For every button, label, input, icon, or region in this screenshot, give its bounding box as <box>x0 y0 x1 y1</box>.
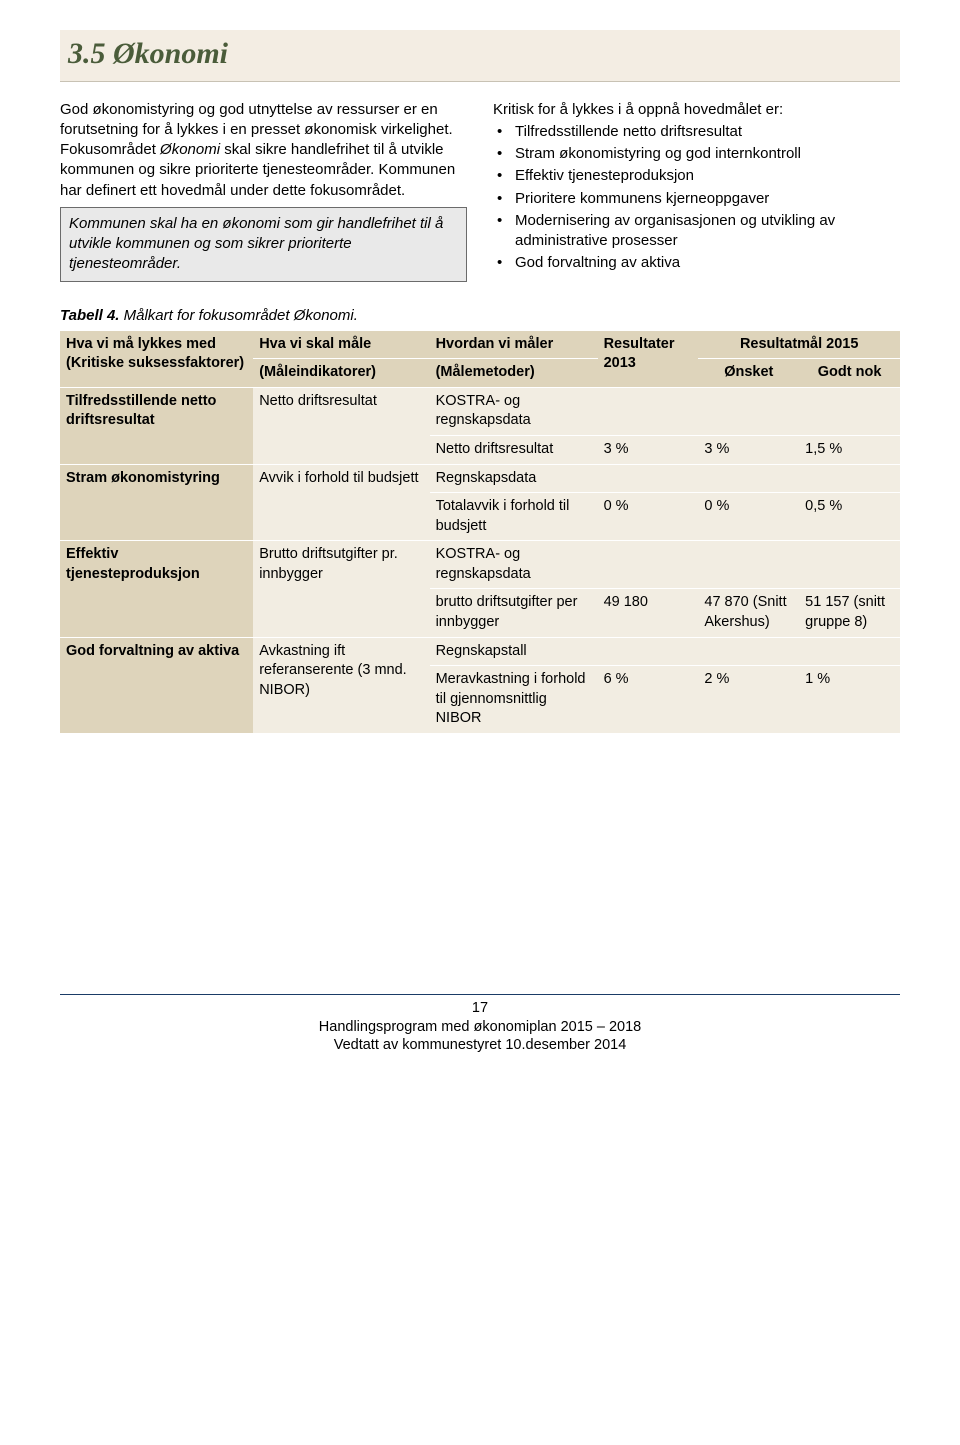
method-cell: Regnskapsdata <box>430 464 598 493</box>
value-cell <box>598 387 699 435</box>
table-header-row: Hva vi må lykkes med (Kritiske suksessfa… <box>60 330 900 359</box>
critical-intro: Kritisk for å lykkes i å oppnå hovedmåle… <box>493 100 900 120</box>
value-cell: 1,5 % <box>799 436 900 465</box>
method-cell: KOSTRA- og regnskapsdata <box>430 387 598 435</box>
list-item: Effektiv tjenesteproduksjon <box>515 166 900 186</box>
col-header-indicator-1: Hva vi skal måle <box>253 330 429 359</box>
list-item: Modernisering av organisasjonen og utvik… <box>515 211 900 252</box>
intro-paragraph: God økonomistyring og god utnyttelse av … <box>60 100 467 201</box>
page-footer: 17 Handlingsprogram med økonomiplan 2015… <box>60 999 900 1056</box>
footer-divider <box>60 994 900 995</box>
list-item: Stram økonomistyring og god internkontro… <box>515 144 900 164</box>
intro-columns: God økonomistyring og god utnyttelse av … <box>60 100 900 282</box>
col-header-results: Resultater 2013 <box>598 330 699 387</box>
value-cell: 2 % <box>698 666 799 734</box>
indicator-cell: Netto driftsresultat <box>253 387 429 464</box>
value-cell: 49 180 <box>598 589 699 637</box>
col-header-method-1: Hvordan vi måler <box>430 330 598 359</box>
footer-line-2: Vedtatt av kommunestyret 10.desember 201… <box>60 1036 900 1055</box>
col-header-factor: Hva vi må lykkes med (Kritiske suksessfa… <box>60 330 253 387</box>
value-cell <box>698 387 799 435</box>
critical-factors-list: Tilfredsstillende netto driftsresultat S… <box>493 122 900 274</box>
value-cell <box>698 541 799 589</box>
caption-text: Målkart for fokusområdet Økonomi. <box>124 307 358 324</box>
value-cell <box>799 541 900 589</box>
value-cell <box>799 464 900 493</box>
method-cell: Regnskapstall <box>430 637 598 666</box>
indicator-cell: Avvik i forhold til budsjett <box>253 464 429 541</box>
value-cell: 3 % <box>698 436 799 465</box>
value-cell: 0 % <box>698 493 799 541</box>
method-cell: KOSTRA- og regnskapsdata <box>430 541 598 589</box>
method-cell: Totalavvik i forhold til budsjett <box>430 493 598 541</box>
factor-cell: God forvaltning av aktiva <box>60 637 253 733</box>
factor-cell: Stram økonomistyring <box>60 464 253 541</box>
value-cell: 51 157 (snitt gruppe 8) <box>799 589 900 637</box>
value-cell: 47 870 (Snitt Akershus) <box>698 589 799 637</box>
value-cell <box>598 637 699 666</box>
factor-cell: Effektiv tjenesteproduksjon <box>60 541 253 637</box>
indicator-cell: Avkastning ift referanserente (3 mnd. NI… <box>253 637 429 733</box>
list-item: Tilfredsstillende netto driftsresultat <box>515 122 900 142</box>
col-header-indicator-2: (Måleindikatorer) <box>253 359 429 388</box>
emphasised-term: Økonomi <box>160 141 220 158</box>
value-cell <box>598 464 699 493</box>
footer-line-1: Handlingsprogram med økonomiplan 2015 – … <box>60 1018 900 1037</box>
factor-cell: Tilfredsstillende netto driftsresultat <box>60 387 253 464</box>
value-cell <box>698 464 799 493</box>
value-cell <box>799 637 900 666</box>
value-cell: 0,5 % <box>799 493 900 541</box>
table-row: Effektiv tjenesteproduksjon Brutto drift… <box>60 541 900 589</box>
col-header-targets: Resultatmål 2015 <box>698 330 900 359</box>
list-item: Prioritere kommunens kjerneoppgaver <box>515 189 900 209</box>
value-cell <box>698 637 799 666</box>
method-cell: brutto driftsutgifter per innbygger <box>430 589 598 637</box>
col-header-onsket: Ønsket <box>698 359 799 388</box>
value-cell <box>799 387 900 435</box>
col-header-godtnok: Godt nok <box>799 359 900 388</box>
malkart-table: Hva vi må lykkes med (Kritiske suksessfa… <box>60 330 900 734</box>
main-goal-box: Kommunen skal ha en økonomi som gir hand… <box>60 207 467 282</box>
table-row: Tilfredsstillende netto driftsresultat N… <box>60 387 900 435</box>
table-row: Stram økonomistyring Avvik i forhold til… <box>60 464 900 493</box>
table-row: God forvaltning av aktiva Avkastning ift… <box>60 637 900 666</box>
caption-label: Tabell 4. <box>60 307 124 324</box>
section-heading: 3.5 Økonomi <box>60 30 900 82</box>
left-column: God økonomistyring og god utnyttelse av … <box>60 100 467 282</box>
value-cell: 6 % <box>598 666 699 734</box>
value-cell: 1 % <box>799 666 900 734</box>
right-column: Kritisk for å lykkes i å oppnå hovedmåle… <box>493 100 900 282</box>
indicator-cell: Brutto driftsutgifter pr. innbygger <box>253 541 429 637</box>
value-cell: 0 % <box>598 493 699 541</box>
col-header-method-2: (Målemetoder) <box>430 359 598 388</box>
page: 3.5 Økonomi God økonomistyring og god ut… <box>0 0 960 1085</box>
method-cell: Meravkastning i forhold til gjennomsnitt… <box>430 666 598 734</box>
table-caption: Tabell 4. Målkart for fokusområdet Økono… <box>60 306 900 326</box>
page-number: 17 <box>60 999 900 1018</box>
method-cell: Netto driftsresultat <box>430 436 598 465</box>
value-cell: 3 % <box>598 436 699 465</box>
value-cell <box>598 541 699 589</box>
list-item: God forvaltning av aktiva <box>515 253 900 273</box>
